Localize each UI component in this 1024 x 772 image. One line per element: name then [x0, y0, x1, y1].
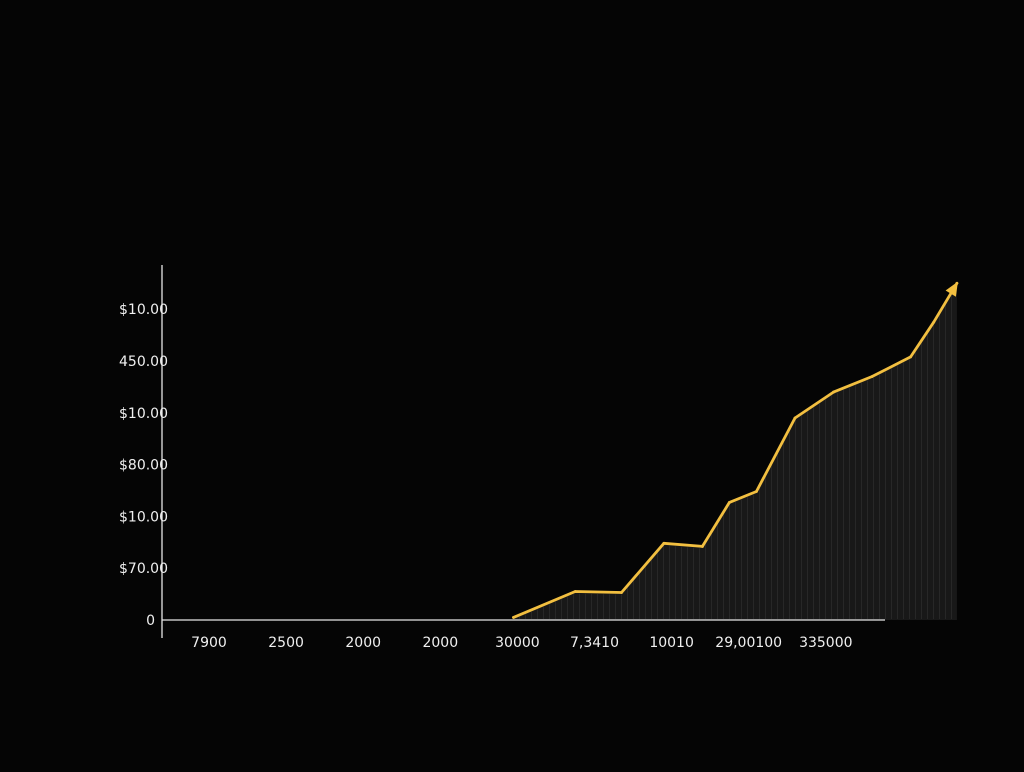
data-point [832, 390, 835, 394]
data-point [662, 541, 666, 545]
y-tick-label: $10.00 [119, 302, 168, 318]
x-tick-label: 2000 [345, 635, 381, 651]
data-point [701, 545, 704, 548]
data-point [728, 501, 731, 504]
data-point [909, 355, 913, 359]
data-point [512, 616, 515, 619]
data-point [755, 490, 758, 493]
y-tick-label: $80.00 [119, 458, 168, 474]
x-tick-label: 29,00100 [715, 635, 782, 651]
x-tick-label: 10010 [649, 635, 694, 651]
y-tick-labels: 0 $70.00 $10.00 $80.00 $10.00 450.00 $10.00 [119, 302, 168, 629]
data-point [620, 591, 623, 594]
data-point [870, 375, 874, 378]
x-tick-label: 2500 [268, 635, 304, 651]
data-point [793, 416, 797, 420]
arrow-head-icon [945, 281, 958, 297]
y-tick-label: $70.00 [119, 561, 168, 577]
series-line [512, 281, 959, 619]
area-fill [513, 283, 957, 620]
x-tick-label: 335000 [799, 635, 852, 651]
data-point [573, 590, 577, 593]
axes [161, 265, 885, 638]
y-tick-label: 450.00 [119, 354, 168, 370]
x-tick-label: 30000 [495, 635, 540, 651]
y-tick-label: 0 [146, 613, 155, 629]
x-tick-labels: 7900 2500 2000 2000 30000 7,3410 10010 29,00100… [191, 635, 852, 651]
x-tick-label: 7900 [191, 635, 227, 651]
y-tick-label: $10.00 [119, 509, 168, 525]
data-point [932, 320, 936, 324]
area-fill-polygon [513, 283, 957, 620]
x-tick-label: 7,3410 [570, 635, 619, 651]
x-tick-label: 2000 [422, 635, 458, 651]
y-tick-label: $10.00 [119, 406, 168, 422]
